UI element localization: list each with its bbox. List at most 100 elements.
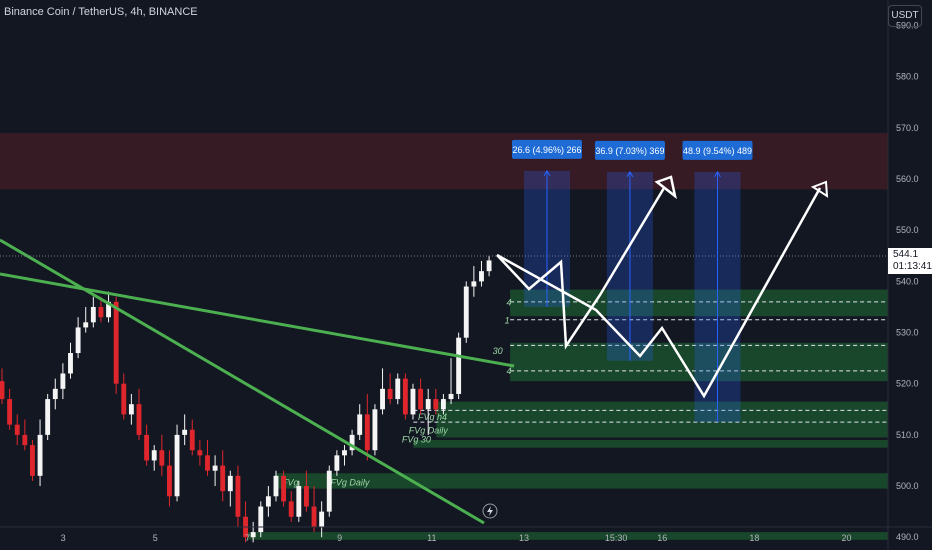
measure-arrowhead: [543, 169, 551, 177]
x-tick-label: 11: [427, 533, 436, 543]
candle-body: [296, 486, 302, 517]
y-tick-label: 500.0: [896, 481, 919, 491]
candle-body: [167, 465, 172, 497]
x-tick-label: 16: [657, 533, 667, 543]
candle-body: [463, 286, 469, 338]
candle-body: [189, 429, 195, 451]
trendlines-layer: [0, 238, 888, 525]
current-price-value: 544.1: [893, 249, 919, 260]
candle-body: [372, 409, 378, 451]
x-tick-label: 7: [245, 533, 250, 543]
fvg-label: 4: [506, 297, 511, 307]
candle-body: [448, 393, 454, 400]
measure-label: 36.9 (7.03%) 369: [595, 146, 664, 156]
fvg-band: [510, 342, 888, 350]
projection-path-2[interactable]: [496, 187, 822, 399]
current-price-tag: 544.1 01:13:41: [888, 248, 932, 274]
candle-body: [30, 445, 35, 476]
candle-body: [22, 434, 28, 446]
candle-body: [273, 475, 279, 497]
candle-body: [68, 353, 73, 374]
candle-body: [311, 506, 317, 527]
candle-body: [456, 337, 462, 394]
candle-body: [364, 414, 370, 451]
x-tick-label: 3: [61, 533, 66, 543]
candle-body: [425, 399, 431, 410]
candle-body: [265, 496, 271, 507]
fvg-label: FVg 30: [402, 435, 431, 445]
x-tick-label: 9: [337, 533, 342, 543]
fvg-label: 30: [493, 346, 503, 356]
candle-body: [37, 434, 43, 476]
measure-label-box: [511, 139, 582, 159]
currency-button[interactable]: USDT: [888, 5, 922, 27]
candle-body: [52, 388, 58, 400]
candle-body: [342, 450, 347, 456]
candle-body: [486, 260, 492, 272]
measure-label: 26.6 (4.96%) 266: [512, 145, 581, 155]
trendline-shallow[interactable]: [0, 272, 515, 368]
candle-body: [205, 455, 210, 471]
y-tick-label: 520.0: [896, 379, 919, 389]
projection-arrowhead-2: [810, 180, 829, 198]
fvg-label: FVg h4: [418, 412, 447, 422]
fvg-label: FVg: [282, 478, 299, 488]
lightning-glyph: [487, 506, 493, 516]
x-tick-label: 18: [749, 533, 759, 543]
candle-body: [197, 450, 203, 456]
fvg-band: [413, 440, 888, 448]
y-tick-label: 590.0: [896, 21, 919, 31]
candle-body: [106, 301, 111, 318]
y-tick-label: 580.0: [896, 72, 919, 82]
candle-body: [303, 486, 309, 507]
measure-arrowhead: [714, 170, 721, 178]
measure-label-box: [594, 140, 665, 160]
fvg-band: [247, 532, 888, 540]
candle-body: [113, 301, 119, 384]
candle-body: [0, 381, 5, 400]
y-tick-label: 570.0: [896, 123, 919, 133]
fvg-label: 1: [505, 315, 510, 325]
fvg-band: [510, 349, 888, 382]
measure-label: 48.9 (9.54%) 489: [683, 146, 752, 156]
candle-body: [151, 450, 157, 461]
candle-body: [387, 388, 393, 400]
candle-body: [144, 434, 150, 461]
bar-countdown: 01:13:41: [893, 261, 932, 272]
fvg-label: 4: [506, 366, 511, 376]
candle-body: [479, 271, 484, 282]
candle-body: [288, 501, 294, 517]
fvg-band: [510, 289, 888, 317]
candle-body: [281, 475, 287, 502]
measure-label-box: [682, 140, 753, 160]
candle-body: [7, 399, 13, 425]
candle-body: [136, 404, 142, 435]
candle-body: [90, 306, 96, 323]
candle-body: [14, 424, 20, 435]
candle-body: [349, 434, 355, 451]
candle-body: [440, 399, 446, 410]
projection-arrowhead-1: [654, 175, 677, 200]
candles-layer: [0, 255, 492, 543]
candle-body: [227, 475, 233, 492]
candle-body: [258, 506, 264, 533]
candle-body: [380, 388, 385, 410]
projection-path-1[interactable]: [496, 187, 666, 350]
candle-body: [334, 455, 340, 471]
resistance-zone: [0, 133, 888, 190]
candle-body: [357, 414, 363, 435]
candle-body: [159, 450, 165, 466]
measure-layer: 26.6 (4.96%) 266 36.9 (7.03%) 369 48.9 (9.…: [511, 139, 753, 423]
candle-body: [212, 465, 218, 471]
candle-body: [174, 434, 180, 497]
measure-arrowhead: [626, 170, 634, 178]
projection-layer: [482, 175, 829, 519]
candle-body: [182, 429, 188, 435]
candle-body: [83, 322, 89, 328]
y-tick-label: 510.0: [896, 430, 919, 440]
y-tick-label: 560.0: [896, 174, 919, 184]
candle-body: [319, 511, 325, 527]
candle-body: [128, 404, 134, 415]
